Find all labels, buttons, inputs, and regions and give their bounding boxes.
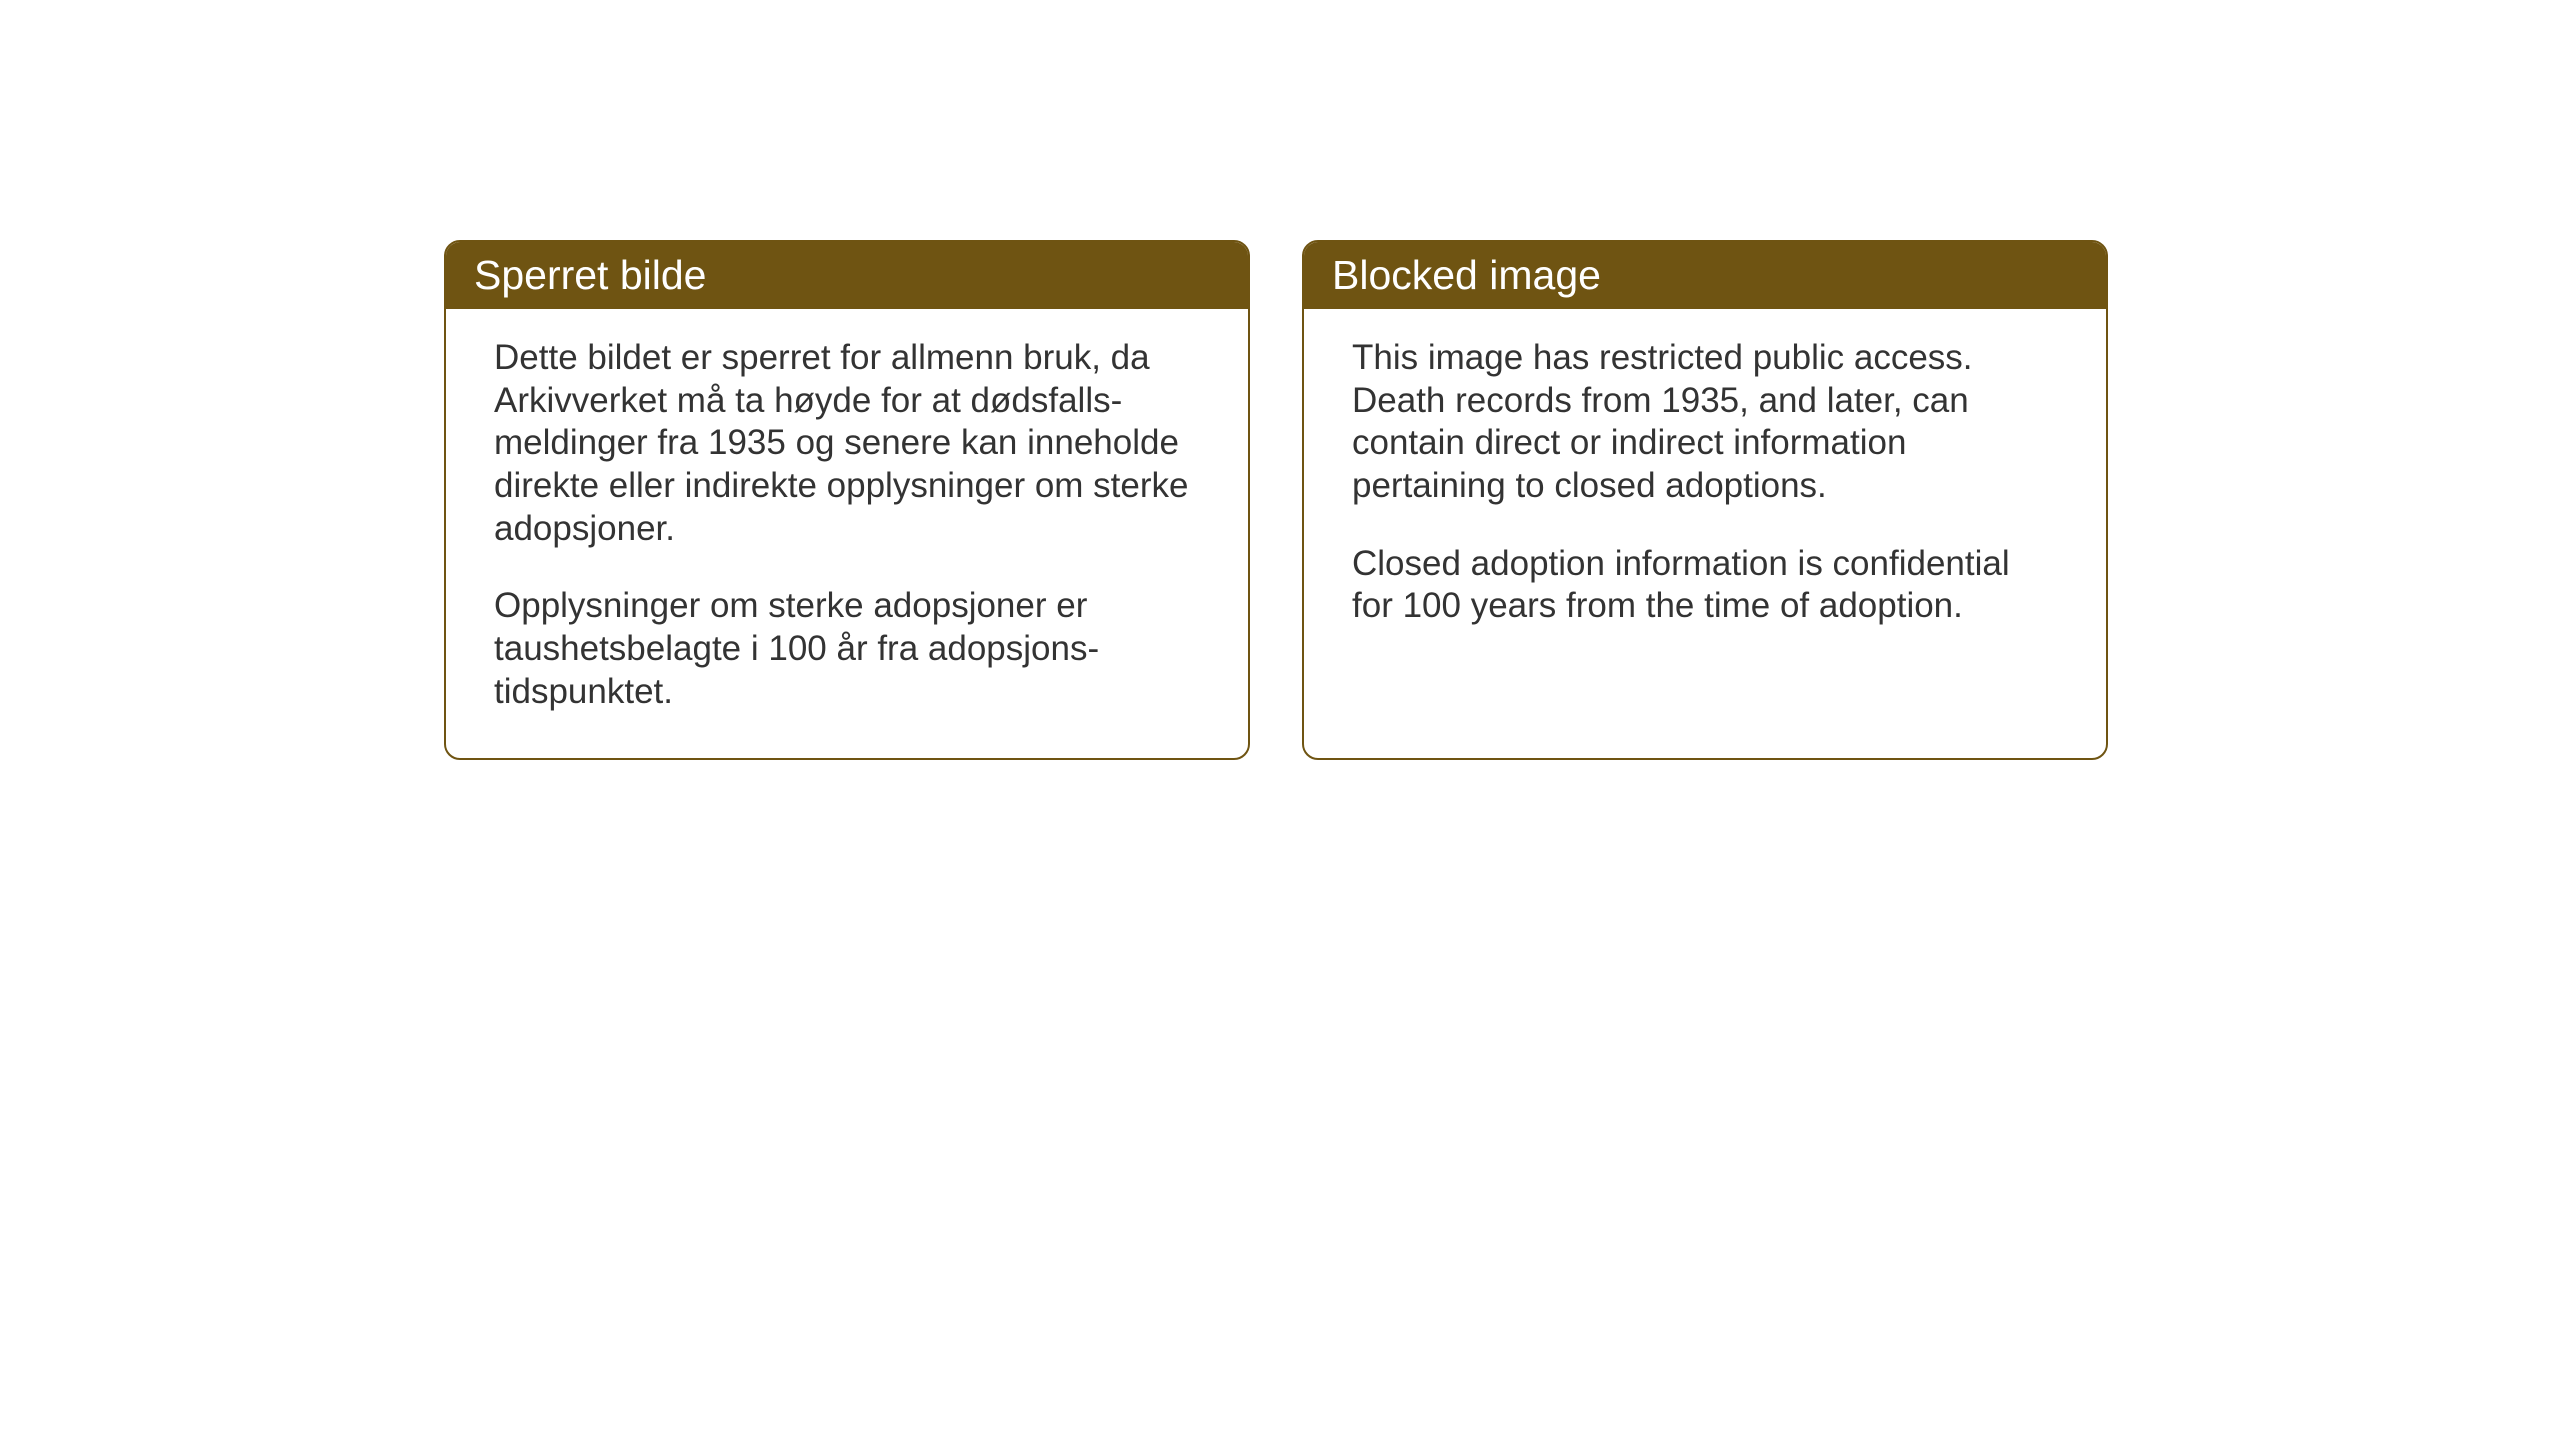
card-paragraph-norwegian-1: Dette bildet er sperret for allmenn bruk… [494,337,1200,550]
card-body-norwegian: Dette bildet er sperret for allmenn bruk… [446,309,1248,758]
card-paragraph-english-2: Closed adoption information is confident… [1352,543,2058,628]
card-paragraph-norwegian-2: Opplysninger om sterke adopsjoner er tau… [494,585,1200,713]
card-body-english: This image has restricted public access.… [1304,309,2106,672]
card-header-english: Blocked image [1304,242,2106,309]
card-norwegian: Sperret bilde Dette bildet er sperret fo… [444,240,1250,760]
card-title-norwegian: Sperret bilde [474,252,706,298]
card-english: Blocked image This image has restricted … [1302,240,2108,760]
card-paragraph-english-1: This image has restricted public access.… [1352,337,2058,508]
card-title-english: Blocked image [1332,252,1601,298]
cards-container: Sperret bilde Dette bildet er sperret fo… [444,240,2108,760]
card-header-norwegian: Sperret bilde [446,242,1248,309]
